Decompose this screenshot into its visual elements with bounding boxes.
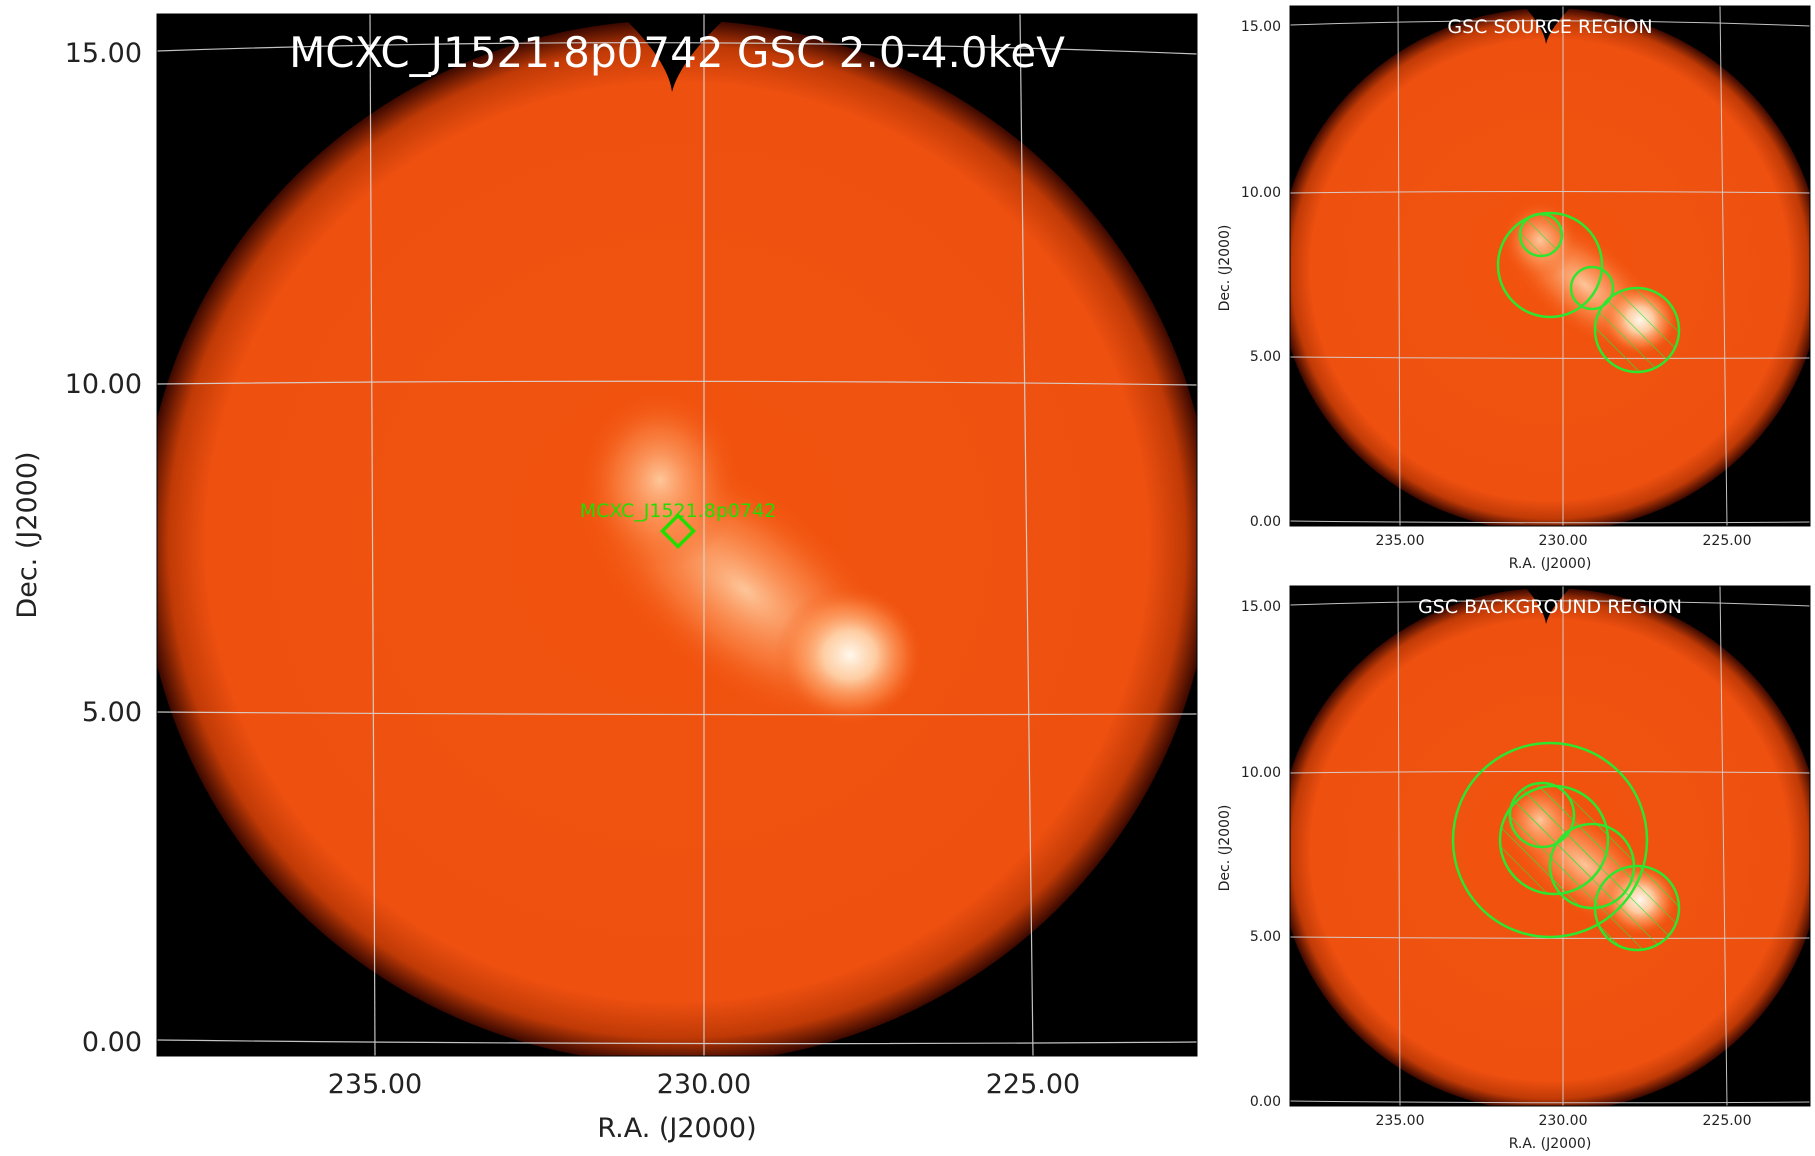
source-region-small-circle xyxy=(1518,212,1564,258)
main-x-axis-label: R.A. (J2000) xyxy=(597,1113,756,1144)
main-frame xyxy=(156,13,1198,1057)
main-y-tick-10: 10.00 xyxy=(65,369,142,400)
source-region-peak-circle xyxy=(1593,286,1681,374)
main-y-axis-label: Dec. (J2000) xyxy=(12,451,43,618)
main-title: MCXC_J1521.8p0742 GSC 2.0-4.0keV xyxy=(289,28,1065,77)
background-panel-title: GSC BACKGROUND REGION xyxy=(1418,596,1682,618)
main-x-tick-230: 230.00 xyxy=(657,1069,751,1100)
main-panel: MCXC_J1521.8p0742 MCXC_J1521.8p0742 GSC … xyxy=(12,13,1198,1144)
source-region-panel: GSC SOURCE REGION 15.00 10.00 5.00 0.00 … xyxy=(1217,5,1811,572)
background-region-panel: GSC BACKGROUND REGION 15.00 10.00 5.00 0… xyxy=(1217,585,1811,1152)
main-disk-notch xyxy=(620,14,730,92)
source-region-large-circle xyxy=(1496,211,1604,319)
main-y-tick-15: 15.00 xyxy=(65,38,142,69)
background-y-tick-5: 5.00 xyxy=(1250,929,1281,945)
background-regions xyxy=(1451,741,1681,952)
background-y-axis-label: Dec. (J2000) xyxy=(1217,805,1233,892)
background-y-tick-0: 0.00 xyxy=(1250,1094,1281,1110)
background-x-tick-230: 230.00 xyxy=(1539,1113,1588,1129)
background-x-axis-label: R.A. (J2000) xyxy=(1509,1136,1592,1152)
source-regions xyxy=(1496,211,1681,374)
background-disk-notch xyxy=(1524,586,1572,624)
main-x-tick-235: 235.00 xyxy=(328,1069,422,1100)
background-y-tick-10: 10.00 xyxy=(1241,765,1281,781)
source-x-tick-230: 230.00 xyxy=(1539,533,1588,549)
source-label: MCXC_J1521.8p0742 xyxy=(580,500,777,522)
main-grid xyxy=(157,14,1197,1056)
source-marker-diamond xyxy=(659,512,697,550)
source-region-mid-circle xyxy=(1569,265,1615,311)
main-x-tick-225: 225.00 xyxy=(986,1069,1080,1100)
source-x-tick-225: 225.00 xyxy=(1703,533,1752,549)
background-frame xyxy=(1289,585,1811,1107)
background-exclusion-top xyxy=(1508,781,1576,849)
background-exclusion-peak xyxy=(1593,864,1681,952)
source-y-tick-10: 10.00 xyxy=(1241,185,1281,201)
source-x-axis-label: R.A. (J2000) xyxy=(1509,556,1592,572)
background-y-tick-15: 15.00 xyxy=(1241,599,1281,615)
source-grid xyxy=(1290,6,1810,526)
source-y-tick-5: 5.00 xyxy=(1250,349,1281,365)
source-disk-notch xyxy=(1524,6,1572,44)
source-y-axis-label: Dec. (J2000) xyxy=(1217,225,1233,312)
source-panel-title: GSC SOURCE REGION xyxy=(1447,16,1652,38)
source-y-tick-15: 15.00 xyxy=(1241,19,1281,35)
background-region-outer-circle xyxy=(1451,741,1649,939)
source-frame xyxy=(1289,5,1811,527)
background-x-tick-235: 235.00 xyxy=(1376,1113,1425,1129)
background-x-tick-225: 225.00 xyxy=(1703,1113,1752,1129)
main-emission-peak xyxy=(775,585,925,725)
main-emission-upper xyxy=(580,390,740,570)
background-grid xyxy=(1290,586,1810,1106)
source-y-tick-0: 0.00 xyxy=(1250,514,1281,530)
source-x-tick-235: 235.00 xyxy=(1376,533,1425,549)
main-y-tick-0: 0.00 xyxy=(82,1027,142,1058)
main-y-tick-5: 5.00 xyxy=(82,697,142,728)
